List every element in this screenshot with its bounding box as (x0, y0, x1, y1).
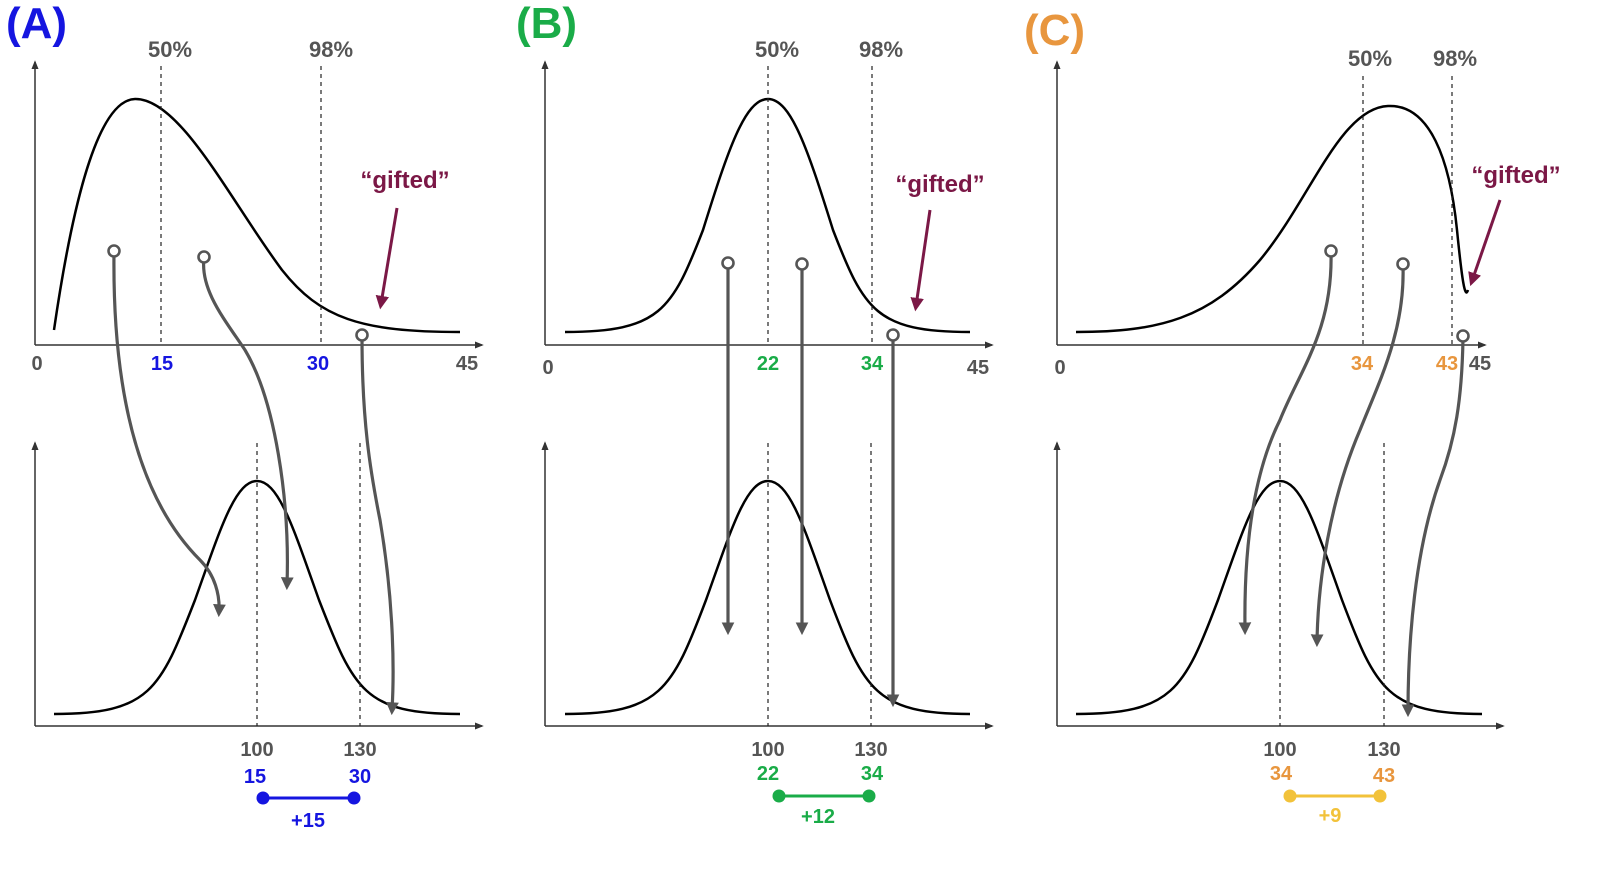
panel-b-iq-130: 130 (854, 739, 887, 761)
panel-a-sample-dot-2 (197, 250, 211, 264)
panel-c-mapped-high: 43 (1373, 765, 1395, 787)
panel-a-gifted-arrow (375, 207, 399, 310)
panel-a-mapping-arrow-2 (202, 257, 294, 591)
panel-c-sample-dot-2 (1396, 257, 1410, 271)
panel-a-x-min: 0 (31, 353, 42, 375)
panel-c-sample-dot-1 (1324, 244, 1338, 258)
panel-a-gifted-label: “gifted” (360, 167, 449, 194)
panel-c-98th-value: 43 (1436, 353, 1458, 375)
panel-b-mapped-low: 22 (757, 763, 779, 785)
panel-b-x-min: 0 (542, 357, 553, 379)
panel-c-mapping-arrow-1 (1238, 251, 1333, 636)
panel-a-98th-label: 98% (309, 37, 353, 62)
panel-a-median-label: 50% (148, 37, 192, 62)
panel-a: (A) 50% 98% 0 15 30 45 “gifted” 100 130 … (6, 0, 484, 832)
panel-c-mapping-arrow-2 (1310, 265, 1405, 648)
panel-c-gifted-arrow (1468, 199, 1502, 287)
panel-a-mapped-high: 30 (349, 766, 371, 788)
panel-a-mapped-low: 15 (244, 766, 266, 788)
panel-c-gap-start (1283, 789, 1297, 803)
panel-b-gifted-arrow (910, 209, 932, 312)
panel-b-label: (B) (516, 0, 577, 48)
panel-a-sample-dot-3 (355, 328, 369, 342)
panel-b-gap-end (862, 789, 876, 803)
panel-a-mapping-arrow-1 (112, 251, 226, 618)
panel-b-mapped-high: 34 (861, 763, 884, 785)
panel-c-median-value: 34 (1351, 353, 1374, 375)
panel-a-median-value: 15 (151, 353, 173, 375)
panel-c-gifted-label: “gifted” (1471, 162, 1560, 189)
panel-b-98th-label: 98% (859, 37, 903, 62)
panel-c-gap-end (1373, 789, 1387, 803)
panel-c-left-skewed-curve (1075, 104, 1470, 334)
panel-c-gap-label: +9 (1319, 805, 1342, 827)
panel-a-gap-end (347, 791, 361, 805)
panel-c-sample-dot-3 (1456, 329, 1470, 343)
panel-b-iq-100: 100 (751, 739, 784, 761)
panel-b-sample-dot-1 (721, 256, 735, 270)
panel-a-x-max: 45 (456, 353, 478, 375)
panel-a-iq-130: 130 (343, 739, 376, 761)
panel-b: (B) 50% 98% 0 22 34 45 “gifted” 100 130 … (516, 0, 994, 828)
panel-c-x-min: 0 (1054, 357, 1065, 379)
panel-c-x-max: 45 (1469, 353, 1491, 375)
panel-a-iq-100: 100 (240, 739, 273, 761)
panel-b-sample-dot-3 (886, 328, 900, 342)
panel-c: (C) 50% 98% 0 34 43 45 “gifted” 100 130 … (1024, 6, 1561, 827)
panel-a-sample-dot-1 (107, 244, 121, 258)
panel-b-gifted-label: “gifted” (895, 171, 984, 198)
panel-b-x-max: 45 (967, 357, 989, 379)
panel-b-gap-label: +12 (801, 806, 835, 828)
panel-b-normal-iq-curve (564, 479, 971, 716)
panel-c-mapped-low: 34 (1270, 763, 1293, 785)
panel-b-98th-value: 34 (861, 353, 884, 375)
panel-a-gap-label: +15 (291, 810, 325, 832)
panel-b-median-label: 50% (755, 37, 799, 62)
panel-c-98th-label: 98% (1433, 46, 1477, 71)
panel-b-gap-start (772, 789, 786, 803)
panel-a-label: (A) (6, 0, 67, 48)
panel-c-normal-iq-curve (1075, 479, 1483, 716)
panel-c-iq-100: 100 (1263, 739, 1296, 761)
panel-c-mapping-arrow-3 (1401, 337, 1465, 718)
panel-b-sample-dot-2 (795, 257, 809, 271)
panel-c-label: (C) (1024, 6, 1085, 55)
panel-a-skewed-distribution-curve (52, 97, 461, 334)
panel-a-gap-start (256, 791, 270, 805)
panel-a-98th-value: 30 (307, 353, 329, 375)
panel-c-iq-130: 130 (1367, 739, 1400, 761)
panel-c-median-label: 50% (1348, 46, 1392, 71)
panel-a-mapping-arrow-3 (360, 336, 399, 716)
panel-a-normal-distribution-curve (53, 479, 461, 716)
panel-b-median-value: 22 (757, 353, 779, 375)
